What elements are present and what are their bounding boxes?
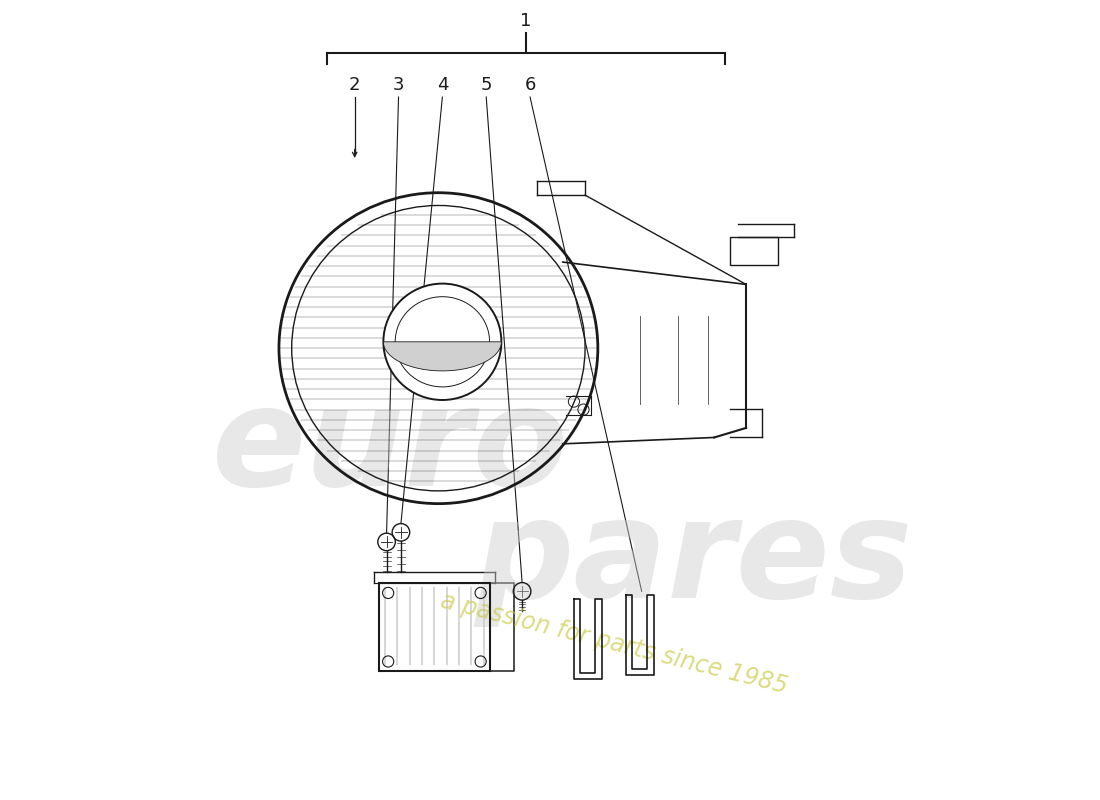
Text: 3: 3: [393, 76, 405, 94]
Text: pares: pares: [474, 492, 913, 627]
Text: 5: 5: [481, 76, 492, 94]
Polygon shape: [384, 342, 502, 371]
Text: 2: 2: [349, 76, 361, 94]
Text: a passion for parts since 1985: a passion for parts since 1985: [438, 588, 790, 698]
Text: euro: euro: [212, 380, 569, 515]
Text: 1: 1: [520, 12, 531, 30]
Text: 6: 6: [525, 76, 536, 94]
Text: 4: 4: [437, 76, 448, 94]
Ellipse shape: [384, 284, 502, 400]
